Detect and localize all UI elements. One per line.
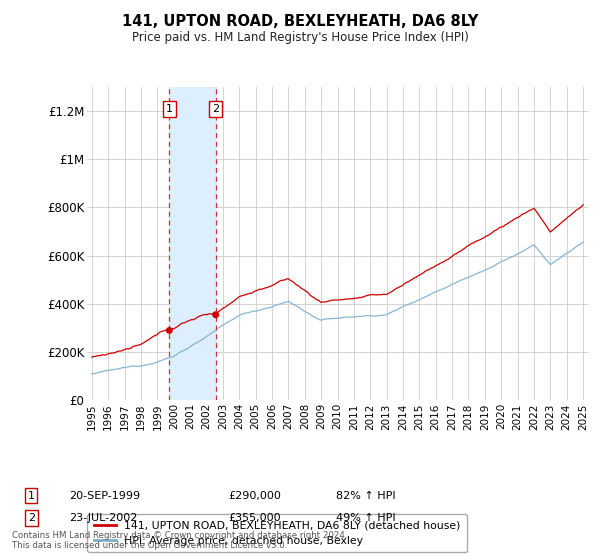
Text: 1: 1 [166,104,173,114]
Point [211,310,220,319]
Text: £355,000: £355,000 [228,513,281,523]
Text: 23-JUL-2002: 23-JUL-2002 [69,513,137,523]
Text: 1: 1 [28,491,35,501]
Text: £290,000: £290,000 [228,491,281,501]
Text: Price paid vs. HM Land Registry's House Price Index (HPI): Price paid vs. HM Land Registry's House … [131,31,469,44]
Text: 141, UPTON ROAD, BEXLEYHEATH, DA6 8LY: 141, UPTON ROAD, BEXLEYHEATH, DA6 8LY [122,14,478,29]
Bar [169,87,215,400]
Text: 20-SEP-1999: 20-SEP-1999 [69,491,140,501]
Text: Contains HM Land Registry data © Crown copyright and database right 2024.
This d: Contains HM Land Registry data © Crown c… [12,530,347,550]
Point [164,326,174,335]
Legend: 141, UPTON ROAD, BEXLEYHEATH, DA6 8LY (detached house), HPI: Average price, deta: 141, UPTON ROAD, BEXLEYHEATH, DA6 8LY (d… [88,514,467,552]
Text: 2: 2 [212,104,219,114]
Text: 82% ↑ HPI: 82% ↑ HPI [336,491,395,501]
Text: 2: 2 [28,513,35,523]
Text: 49% ↑ HPI: 49% ↑ HPI [336,513,395,523]
